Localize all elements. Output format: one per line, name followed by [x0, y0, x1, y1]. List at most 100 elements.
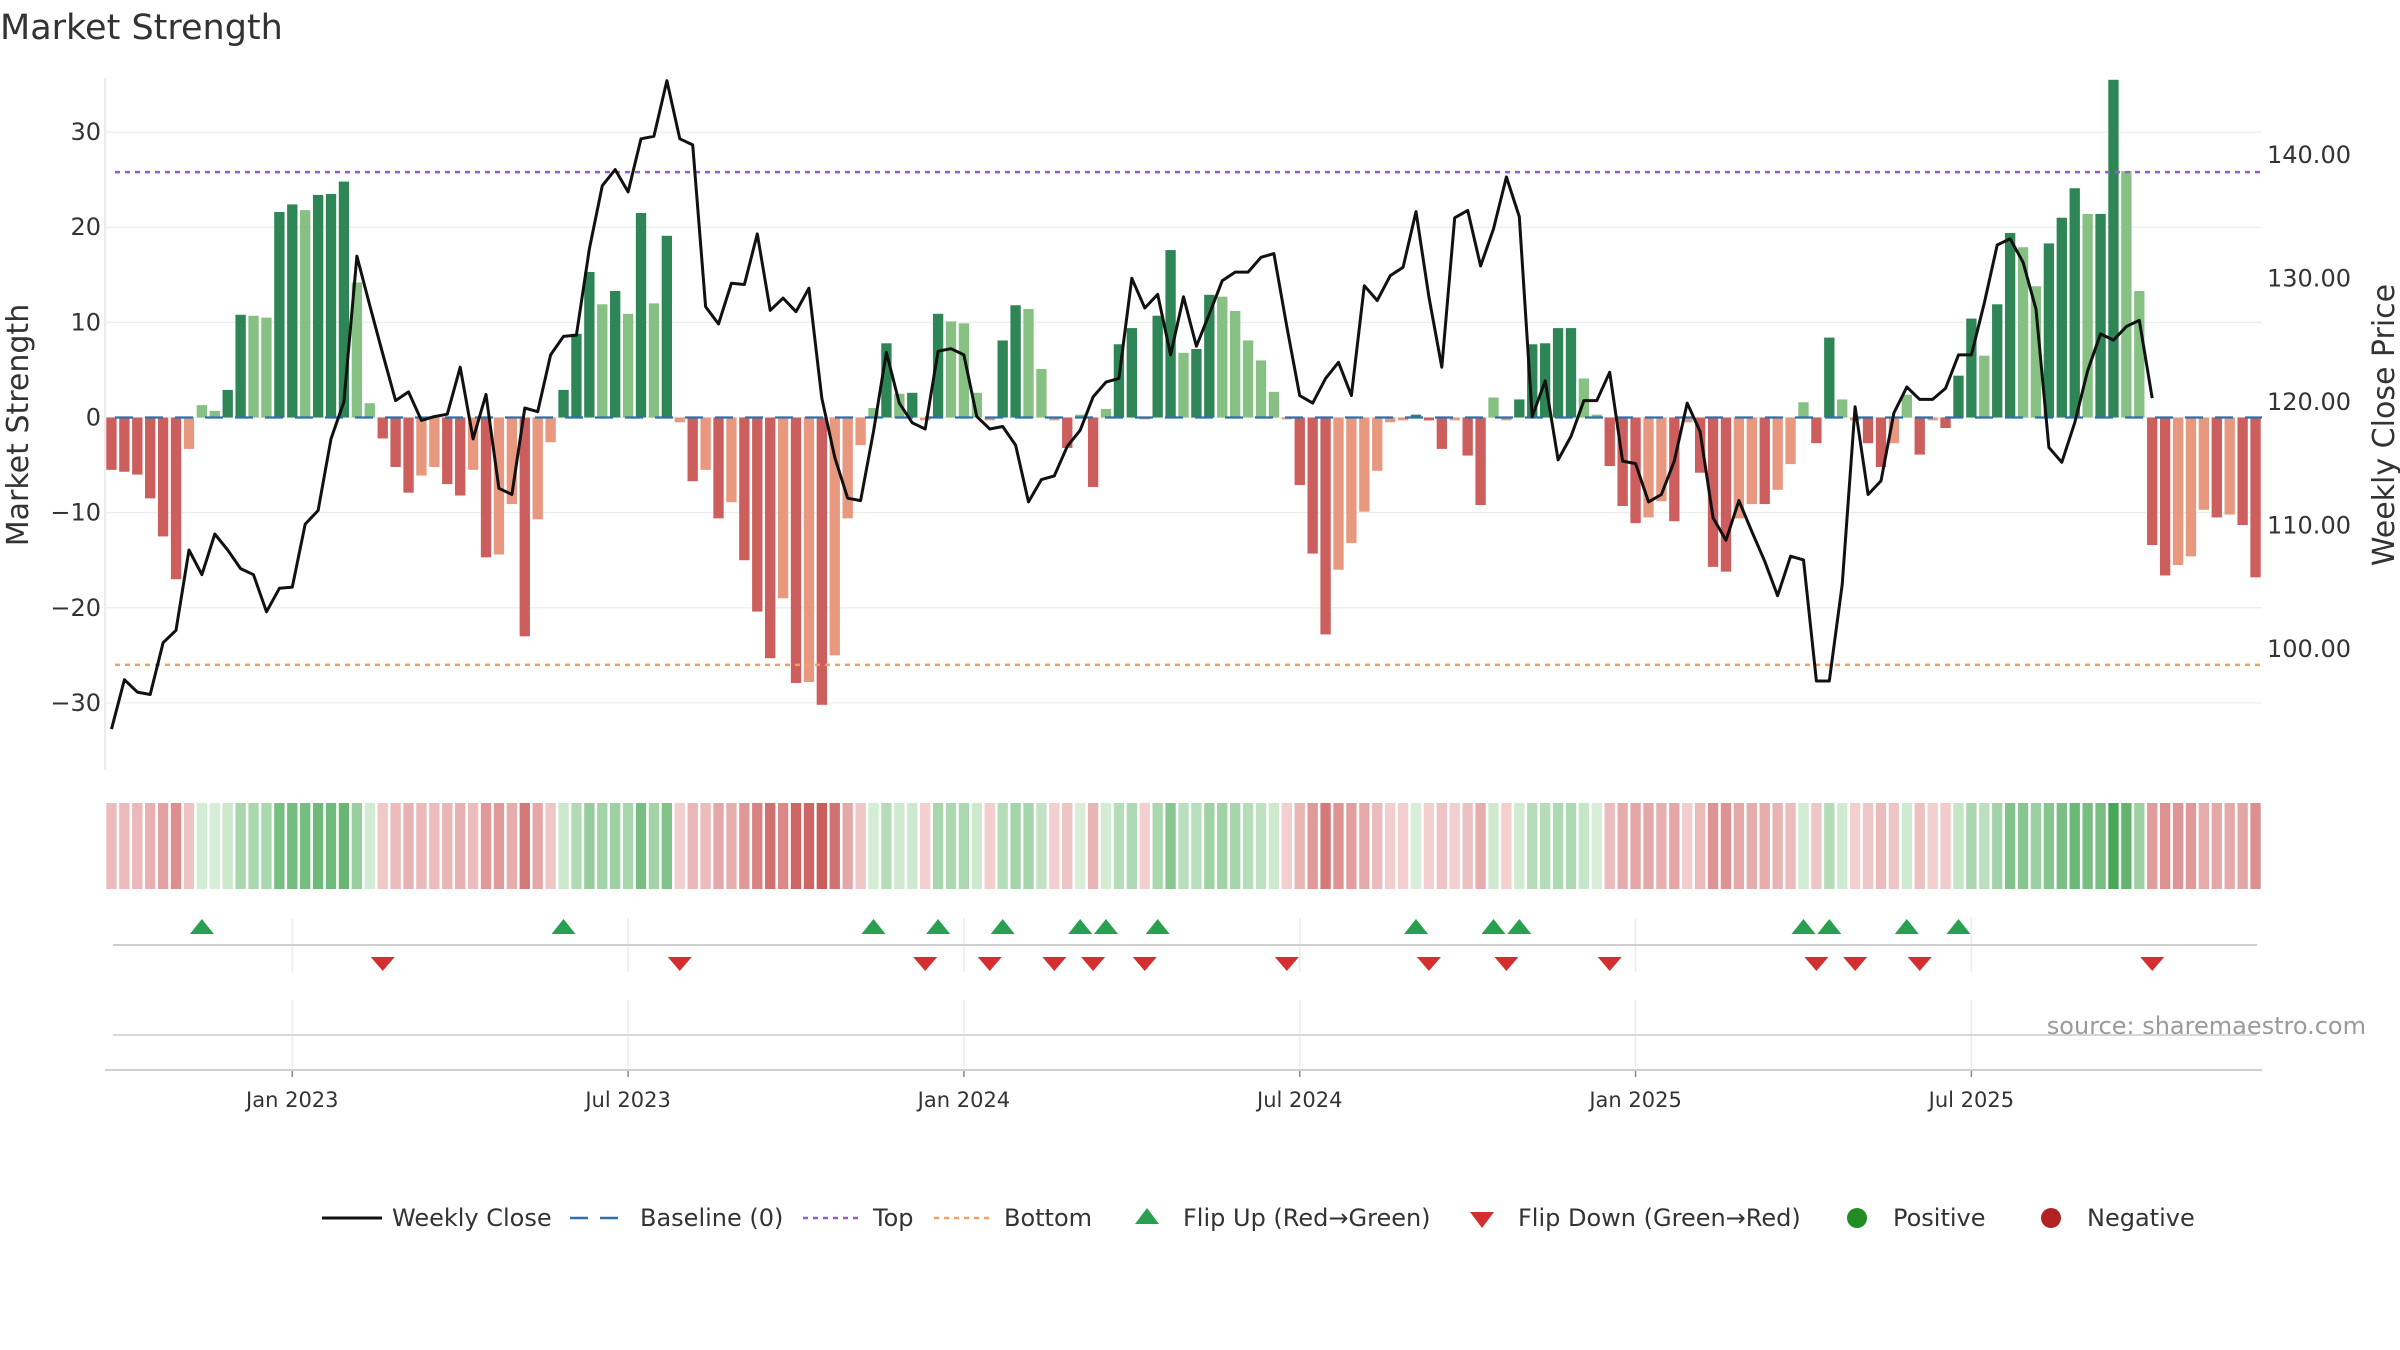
heat-cell — [1682, 803, 1693, 889]
flip-up-marker — [861, 919, 886, 934]
strength-bar — [1979, 355, 1990, 418]
positive-dot-icon — [1847, 1208, 1867, 1228]
flip-up-marker — [990, 919, 1015, 934]
strength-bar — [571, 333, 582, 418]
heat-cell — [2211, 803, 2222, 889]
flip-up-marker — [189, 919, 214, 934]
strength-bar — [1733, 417, 1745, 519]
strength-bar — [1875, 417, 1887, 467]
heat-cell — [1036, 803, 1047, 889]
heat-cell — [2185, 803, 2197, 889]
strength-bar — [2211, 417, 2222, 518]
strength-bar — [1682, 417, 1693, 423]
heat-cell — [157, 803, 169, 889]
strength-bar — [1268, 391, 1280, 418]
flip-up-marker — [926, 919, 951, 934]
heat-cell — [971, 803, 983, 889]
strength-bar — [416, 417, 427, 476]
strength-bar — [855, 417, 866, 446]
heat-cell — [1242, 803, 1254, 889]
y-left-tick-label: −20 — [50, 594, 101, 622]
strength-bar — [403, 417, 414, 493]
heat-cell — [1772, 803, 1783, 889]
strength-bar — [364, 403, 375, 418]
heat-cell — [519, 803, 530, 889]
heat-cell — [1527, 803, 1538, 889]
strength-bar — [300, 210, 311, 418]
strength-bar — [1514, 399, 1525, 418]
y-right-tick-label: 100.00 — [2267, 635, 2351, 663]
strength-bar — [1940, 417, 1951, 428]
strength-bar — [610, 290, 621, 418]
strength-bar — [545, 417, 556, 443]
strength-bar — [1669, 417, 1680, 522]
flip-down-marker — [1081, 957, 1106, 971]
heat-cell — [390, 803, 401, 889]
strength-bar — [558, 389, 569, 418]
strength-bar — [1966, 318, 1977, 418]
flip-down-marker — [1494, 957, 1519, 971]
heat-cell — [261, 803, 272, 889]
strength-bar — [1436, 417, 1447, 449]
strength-bar — [687, 417, 698, 482]
strength-bar — [1204, 294, 1215, 418]
heat-cell — [1979, 803, 1990, 889]
legend-label: Negative — [2087, 1204, 2195, 1232]
heat-cell — [1811, 803, 1822, 889]
heat-cell — [1075, 803, 1086, 889]
strength-bar — [1785, 417, 1796, 465]
heat-cell — [2082, 803, 2093, 889]
strength-bar — [997, 340, 1008, 418]
legend-item-positive: Positive — [1847, 1204, 1986, 1232]
heat-cell — [2108, 803, 2119, 889]
heat-cell — [829, 803, 840, 889]
heat-cell — [920, 803, 931, 889]
strength-bar — [739, 417, 750, 561]
strength-bar — [1824, 337, 1835, 418]
flip-up-marker — [1946, 919, 1971, 934]
heat-cell — [1966, 803, 1977, 889]
strength-bar — [1527, 344, 1538, 418]
strength-bar — [1772, 417, 1783, 490]
strength-bar — [648, 303, 660, 418]
legend-item-flip-up: Flip Up (Red→Green) — [1135, 1204, 1431, 1232]
heat-cell — [2095, 803, 2106, 889]
heat-cell — [1720, 803, 1732, 889]
strength-bar — [713, 417, 724, 519]
strength-bar — [803, 417, 815, 682]
heat-cell — [1359, 803, 1370, 889]
heat-cell — [1669, 803, 1680, 889]
legend-label: Top — [872, 1204, 914, 1232]
y-right-tick-label: 140.00 — [2267, 141, 2351, 169]
flip-down-marker — [1042, 957, 1067, 971]
strength-bar — [2237, 417, 2248, 526]
strength-bar — [661, 235, 673, 418]
strength-bar — [1152, 315, 1163, 418]
strength-bar — [1062, 417, 1073, 448]
heat-cell — [1397, 803, 1409, 889]
strength-bar — [2172, 417, 2184, 565]
heat-cell — [1539, 803, 1551, 889]
heat-cell — [248, 803, 259, 889]
strength-bar — [2108, 79, 2119, 418]
strength-bar — [907, 392, 918, 418]
heat-cell — [1759, 803, 1770, 889]
heat-cell — [881, 803, 892, 889]
legend-label: Flip Down (Green→Red) — [1518, 1204, 1801, 1232]
heat-cell — [287, 803, 298, 889]
y-left-tick-label: 0 — [86, 404, 101, 432]
flip-down-marker — [1804, 957, 1829, 971]
heat-cell — [183, 803, 195, 889]
strength-bar — [700, 417, 711, 470]
y-left-tick-label: 20 — [70, 213, 101, 241]
heat-cell — [1707, 803, 1719, 889]
heat-cell — [1268, 803, 1280, 889]
heat-cell — [545, 803, 556, 889]
x-tick-label: Jul 2023 — [583, 1088, 670, 1112]
strength-heat-strip — [106, 803, 2261, 889]
heat-cell — [506, 803, 518, 889]
strength-bar — [390, 417, 401, 467]
strength-bar — [1992, 304, 2003, 418]
heat-cell — [868, 803, 879, 889]
strength-bar — [1372, 417, 1383, 471]
